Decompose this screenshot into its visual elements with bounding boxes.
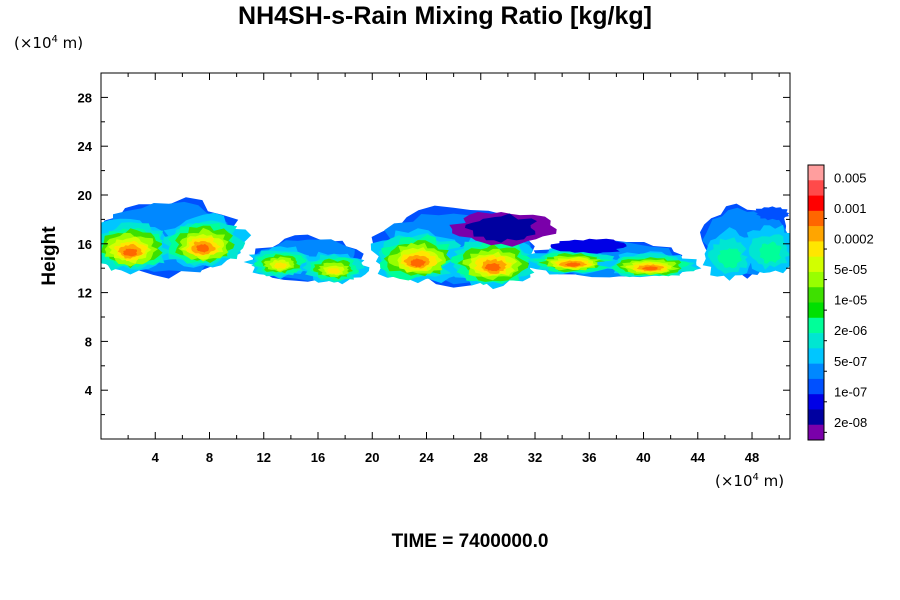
colorbar-swatch	[808, 333, 824, 349]
x-tick-label: 40	[636, 450, 650, 465]
cloud-cell	[484, 263, 501, 272]
colorbar-label: 0.001	[834, 201, 867, 216]
colorbar-swatch	[808, 409, 824, 426]
y-tick-label: 28	[78, 90, 92, 105]
x-tick-label: 28	[474, 450, 488, 465]
colorbar-swatch	[808, 165, 824, 181]
cloud-cell	[273, 262, 288, 269]
colorbar-swatch	[808, 210, 824, 227]
x-tick-label: 36	[582, 450, 596, 465]
colorbar-label: 2e-06	[834, 323, 867, 338]
colorbar-label: 5e-05	[834, 262, 867, 277]
colorbar-swatch	[808, 226, 824, 242]
colorbar-label: 5e-07	[834, 354, 867, 369]
x-tick-label: 24	[419, 450, 434, 465]
x-tick-label: 20	[365, 450, 379, 465]
colorbar-label: 1e-05	[834, 293, 867, 308]
y-tick-label: 20	[78, 188, 92, 203]
x-tick-label: 48	[745, 450, 759, 465]
colorbar-label: 0.0002	[834, 232, 874, 247]
chart-title: NH4SH-s-Rain Mixing Ratio [kg/kg]	[238, 2, 652, 30]
edge-cloud	[754, 206, 790, 221]
colorbar-swatch	[808, 317, 824, 334]
cloud-cell	[717, 248, 742, 269]
x-tick-label: 8	[206, 450, 213, 465]
colorbar-swatch	[808, 378, 824, 395]
colorbar-swatch	[808, 241, 824, 257]
colorbar-swatch	[808, 195, 824, 212]
cloud-cell	[565, 262, 581, 267]
x-tick-label: 16	[311, 450, 325, 465]
y-axis-unit: (×104 m)	[14, 34, 84, 52]
x-tick-label: 4	[152, 450, 160, 465]
x-axis-unit: (×104 m)	[715, 472, 785, 490]
y-tick-label: 12	[78, 286, 92, 301]
anvil-darkblue	[464, 213, 538, 243]
colorbar: 0.005 0.001 0.0002 5e-05 1e-05 2e-06 5e-07 1e-0…	[807, 164, 874, 441]
colorbar-label: 1e-07	[834, 384, 867, 399]
cloud-cell	[410, 258, 427, 268]
x-tick-label: 32	[528, 450, 542, 465]
colorbar-swatch	[808, 302, 824, 319]
colorbar-label: 0.005	[834, 170, 867, 185]
colorbar-swatch	[808, 180, 824, 196]
colorbar-swatch	[808, 256, 824, 273]
y-tick-label: 8	[85, 334, 92, 349]
anvil-blue	[550, 238, 627, 254]
cloud-cell	[327, 268, 342, 275]
x-tick-label: 44	[691, 450, 706, 465]
colorbar-frame	[807, 164, 825, 441]
colorbar-swatch	[808, 287, 824, 303]
colorbar-swatch	[808, 271, 824, 288]
cloud-cell	[642, 266, 658, 271]
y-tick-label: 4	[85, 383, 93, 398]
colorbar-swatch	[808, 394, 824, 410]
contour-fill	[101, 197, 790, 290]
colorbar-label: 2e-08	[834, 415, 867, 430]
colorbar-swatch	[808, 348, 824, 364]
y-tick-label: 24	[78, 139, 93, 154]
colorbar-swatch	[808, 424, 824, 441]
x-tick-label: 12	[257, 450, 271, 465]
time-label: TIME = 7400000.0	[391, 531, 549, 552]
cloud-cell	[196, 243, 209, 253]
plot-frame	[100, 72, 791, 440]
cloud-cell	[759, 241, 782, 264]
cloud-cell	[122, 248, 138, 257]
y-tick-label: 16	[78, 237, 92, 252]
colorbar-swatch	[808, 363, 824, 380]
